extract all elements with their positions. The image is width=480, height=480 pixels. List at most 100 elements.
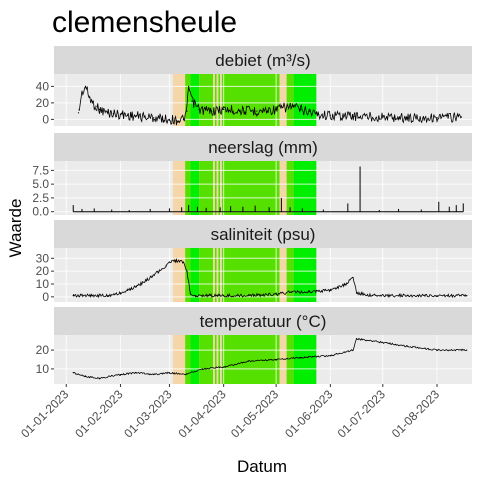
data-point [189, 292, 192, 294]
data-point [98, 377, 101, 379]
highlight-period [286, 248, 294, 302]
highlight-period [213, 335, 215, 384]
facet-strip [54, 133, 472, 161]
data-point [119, 292, 122, 294]
data-point [95, 105, 97, 107]
data-point [210, 110, 213, 112]
data-point [436, 349, 438, 351]
highlight-period [216, 74, 219, 126]
highlight-period [190, 248, 200, 302]
facet-strip-label: debiet (m³/s) [215, 51, 310, 70]
y-tick-label: 0.0 [32, 205, 49, 219]
series-line [78, 85, 462, 126]
chart-title: clemensheule [52, 6, 237, 39]
facet-panel: temperatuur (°C) 10 20 [36, 307, 472, 384]
y-axis-title: Waarde [6, 199, 25, 258]
highlight-period [279, 74, 287, 126]
x-tick-label: 01-07-2023 [335, 387, 389, 441]
data-point [182, 118, 185, 120]
data-point [135, 285, 137, 288]
highlight-period [220, 335, 222, 384]
highlight-period [279, 248, 287, 302]
data-point [329, 114, 331, 116]
data-point [188, 85, 190, 87]
data-point [382, 116, 384, 118]
data-point [406, 345, 408, 347]
data-point [153, 373, 155, 376]
data-point [135, 372, 137, 374]
data-point [182, 261, 185, 263]
data-point [223, 294, 225, 297]
highlight-period [214, 335, 217, 384]
highlight-period [190, 335, 200, 384]
data-point [223, 108, 225, 111]
highlight-period [286, 161, 294, 215]
data-point [191, 100, 193, 102]
highlight-period [214, 74, 217, 126]
data-point [84, 375, 87, 378]
data-point [175, 119, 178, 121]
highlight-period [220, 161, 222, 215]
data-point [291, 291, 293, 293]
highlight-period [293, 335, 317, 384]
data-point [195, 294, 197, 297]
highlight-period [221, 248, 280, 302]
data-point [329, 289, 331, 292]
data-point [102, 110, 104, 112]
data-point [352, 349, 354, 351]
highlight-period [185, 74, 191, 126]
data-point [291, 105, 293, 107]
data-point [436, 117, 438, 119]
data-point [371, 294, 373, 297]
data-point [238, 109, 240, 111]
data-point [317, 113, 319, 116]
y-tick-label: 20 [36, 96, 50, 110]
highlight-period [213, 161, 215, 215]
data-point [300, 357, 302, 359]
x-tick-label: 01-03-2023 [121, 387, 175, 441]
data-point [88, 95, 90, 97]
y-tick-label: 20 [36, 343, 50, 357]
x-axis-title: Datum [237, 457, 287, 476]
highlight-period [199, 248, 214, 302]
data-point [112, 113, 115, 115]
highlight-period [286, 335, 294, 384]
data-point [406, 117, 408, 119]
data-point [345, 283, 347, 285]
x-tick-label: 01-04-2023 [175, 387, 229, 441]
data-point [91, 102, 94, 104]
x-tick-label: 01-02-2023 [72, 387, 126, 441]
highlight-period [220, 74, 222, 126]
data-point [207, 294, 209, 297]
highlight-period [172, 248, 186, 302]
data-point [119, 113, 122, 116]
highlight-period [199, 74, 214, 126]
data-point [126, 114, 129, 116]
facet-strip-label: saliniteit (psu) [211, 225, 316, 244]
data-point [98, 108, 101, 111]
data-point [406, 294, 408, 297]
highlight-period [214, 248, 217, 302]
facet-panels: debiet (m³/s) 0 20 40 neerslag (mm) 0.02.55.0… [32, 46, 472, 384]
data-point [198, 108, 200, 111]
facet-strip [54, 46, 472, 74]
highlight-period [218, 248, 221, 302]
data-point [72, 294, 74, 297]
y-tick-label: 10 [36, 362, 50, 376]
data-point [352, 276, 354, 279]
data-point [153, 117, 155, 119]
highlight-period [293, 161, 317, 215]
highlight-period [213, 74, 215, 126]
data-point [144, 116, 146, 118]
data-point [300, 108, 302, 111]
y-tick-label: 10 [36, 277, 50, 291]
y-tick-label: 0 [42, 112, 49, 126]
data-point [354, 115, 356, 117]
data-point [382, 341, 384, 344]
highlight-period [190, 161, 200, 215]
highlight-period [214, 161, 217, 215]
data-point [308, 291, 310, 293]
data-point [90, 294, 92, 297]
facet-strip [54, 307, 472, 335]
